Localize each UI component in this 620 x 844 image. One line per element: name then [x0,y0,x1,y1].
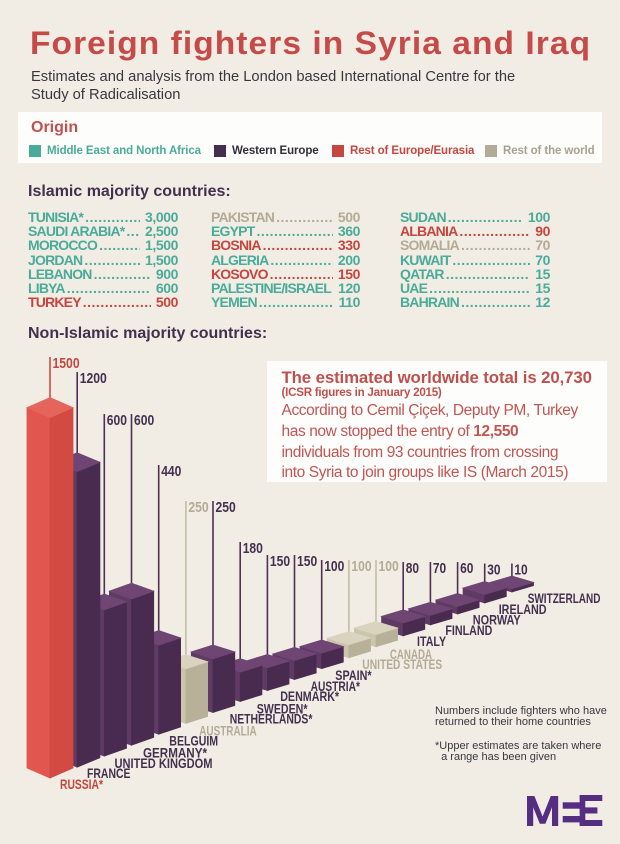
svg-text:150: 150 [297,553,317,570]
svg-text:GERMANY*: GERMANY* [143,745,207,761]
svg-text:30: 30 [487,562,500,579]
svg-text:IRELAND: IRELAND [499,601,547,617]
svg-text:80: 80 [406,560,419,577]
svg-text:RUSSIA*: RUSSIA* [60,776,103,792]
svg-text:UNITED KINGDOM: UNITED KINGDOM [115,755,213,771]
svg-text:ITALY: ITALY [417,633,447,649]
svg-text:AUSTRALIA: AUSTRALIA [199,722,257,738]
svg-text:100: 100 [379,558,399,575]
svg-text:FRANCE: FRANCE [87,765,131,781]
svg-text:NORWAY: NORWAY [473,612,521,628]
svg-text:600: 600 [134,412,154,429]
svg-text:FINLAND: FINLAND [445,622,492,638]
svg-text:SWITZERLAND: SWITZERLAND [528,590,601,606]
svg-text:CANADA: CANADA [390,646,432,662]
svg-text:600: 600 [107,412,127,429]
svg-text:10: 10 [514,562,527,579]
svg-text:SWEDEN*: SWEDEN* [257,701,308,717]
svg-text:250: 250 [216,499,236,516]
svg-text:70: 70 [433,560,446,577]
svg-text:AUSTRIA*: AUSTRIA* [311,678,361,694]
svg-text:SPAIN*: SPAIN* [335,667,372,683]
svg-text:DENMARK*: DENMARK* [280,688,339,704]
svg-text:BELGUIM: BELGUIM [169,733,218,749]
svg-text:1200: 1200 [80,370,107,387]
svg-text:UNITED STATES: UNITED STATES [362,656,442,672]
svg-text:NETHERLANDS*: NETHERLANDS* [230,711,313,727]
svg-text:1500: 1500 [53,355,80,372]
svg-text:180: 180 [243,540,263,557]
svg-text:100: 100 [324,558,344,575]
svg-text:100: 100 [351,558,371,575]
svg-text:250: 250 [188,499,208,516]
svg-text:440: 440 [161,463,181,480]
svg-text:150: 150 [270,553,290,570]
svg-text:60: 60 [460,560,473,577]
